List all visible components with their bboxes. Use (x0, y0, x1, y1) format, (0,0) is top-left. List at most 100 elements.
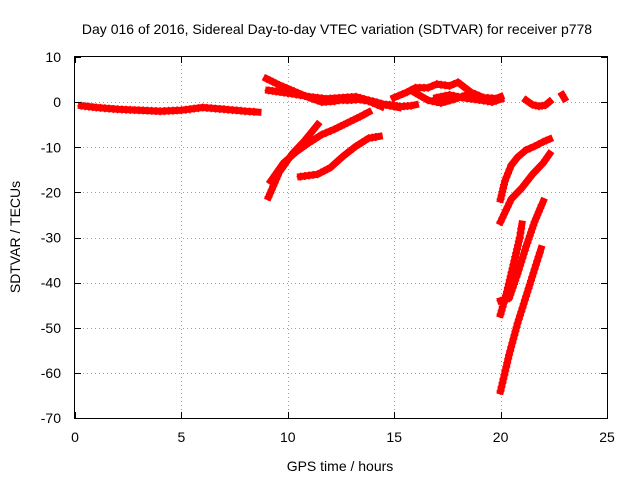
marker-track-16 (500, 295, 509, 304)
marker-track-17 (502, 362, 511, 371)
x-axis-label: GPS time / hours (287, 458, 394, 474)
marker-track-17 (512, 323, 521, 332)
marker-track-13 (496, 195, 505, 204)
marker-track-17 (528, 272, 537, 281)
marker-track-16 (525, 231, 534, 240)
markers-track-01 (77, 101, 258, 116)
marker-track-05 (424, 83, 433, 92)
marker-track-17 (524, 284, 533, 293)
marker-track-07 (449, 91, 458, 100)
marker-track-16 (514, 265, 523, 274)
markers-track-13 (496, 136, 551, 204)
marker-track-16 (505, 294, 514, 303)
marker-track-17 (501, 366, 510, 375)
marker-track-16 (508, 283, 517, 292)
markers-track-14 (496, 153, 552, 226)
marker-track-05 (394, 91, 403, 100)
marker-track-02 (275, 81, 284, 89)
marker-track-17 (529, 269, 538, 277)
marker-track-17 (523, 288, 532, 297)
marker-track-15 (508, 264, 517, 273)
marker-track-17 (522, 292, 531, 301)
marker-track-17 (527, 276, 535, 285)
marker-track-17 (513, 319, 522, 328)
marker-track-11 (360, 110, 369, 119)
marker-track-13 (504, 169, 512, 178)
marker-track-03 (292, 90, 301, 99)
marker-track-04 (364, 96, 373, 105)
markers-track-12 (296, 133, 380, 181)
marker-track-11 (322, 128, 331, 137)
chart-title: Day 016 of 2016, Sidereal Day-to-day VTE… (82, 21, 592, 37)
marker-track-05 (449, 80, 458, 89)
marker-track-16 (523, 239, 532, 247)
x-tick-label: 10 (280, 429, 296, 445)
marker-track-17 (534, 252, 543, 261)
y-tick-label: -30 (41, 230, 61, 246)
marker-track-17 (518, 303, 527, 312)
marker-track-15 (513, 241, 522, 250)
marker-track-14 (498, 213, 507, 222)
marker-track-16 (529, 221, 538, 230)
marker-track-17 (530, 265, 539, 274)
marker-track-13 (534, 140, 543, 149)
marker-track-17 (516, 311, 525, 320)
marker-track-07 (488, 96, 497, 105)
x-tick-label: 25 (599, 429, 615, 445)
x-tick-label: 0 (71, 429, 79, 445)
marker-track-01 (249, 107, 258, 116)
marker-track-16 (511, 276, 520, 285)
marker-track-07 (437, 92, 445, 101)
ticks: 0 5 10 15 20 25 10 0 -10 -20 -30 -40 -50 -60 -70 (41, 49, 615, 445)
marker-track-16 (510, 280, 518, 289)
x-tick-label: 15 (386, 429, 402, 445)
marker-track-16 (516, 261, 525, 270)
marker-track-16 (518, 254, 527, 263)
marker-track-07 (454, 92, 462, 101)
y-tick-label: 0 (53, 94, 61, 110)
marker-track-16 (496, 296, 505, 305)
marker-track-07 (492, 95, 501, 104)
marker-track-07 (445, 90, 454, 99)
series-group (77, 74, 570, 396)
marker-track-16 (517, 258, 526, 266)
marker-track-15 (514, 237, 523, 246)
marker-track-16 (506, 290, 515, 299)
marker-track-14 (503, 202, 512, 211)
markers-track-11 (266, 110, 369, 186)
marker-track-10 (264, 192, 273, 201)
marker-track-13 (502, 173, 511, 182)
marker-track-13 (500, 180, 508, 189)
marker-track-07 (432, 93, 441, 102)
marker-track-17 (519, 299, 528, 308)
marker-track-17 (533, 257, 542, 265)
marker-track-14 (501, 206, 510, 215)
marker-track-14 (505, 198, 514, 207)
marker-track-16 (520, 246, 529, 255)
marker-track-04 (356, 93, 365, 102)
marker-track-13 (505, 165, 514, 174)
marker-track-13 (500, 177, 509, 186)
marker-track-07 (441, 91, 450, 100)
plot-frame (74, 56, 608, 419)
marker-track-17 (506, 346, 515, 355)
marker-track-17 (525, 280, 534, 289)
marker-track-17 (520, 296, 529, 304)
marker-track-07 (483, 97, 492, 106)
marker-track-09 (558, 90, 567, 99)
grid (75, 57, 607, 418)
marker-track-11 (326, 127, 335, 135)
marker-track-13 (530, 142, 539, 151)
marker-track-17 (510, 331, 519, 340)
marker-track-04 (351, 92, 360, 101)
y-tick-label: -60 (41, 365, 61, 381)
marker-track-05 (390, 93, 399, 102)
marker-track-17 (514, 315, 523, 324)
marker-track-17 (500, 370, 509, 379)
marker-track-05 (398, 90, 407, 98)
marker-track-08 (541, 101, 550, 110)
marker-track-15 (513, 245, 521, 254)
